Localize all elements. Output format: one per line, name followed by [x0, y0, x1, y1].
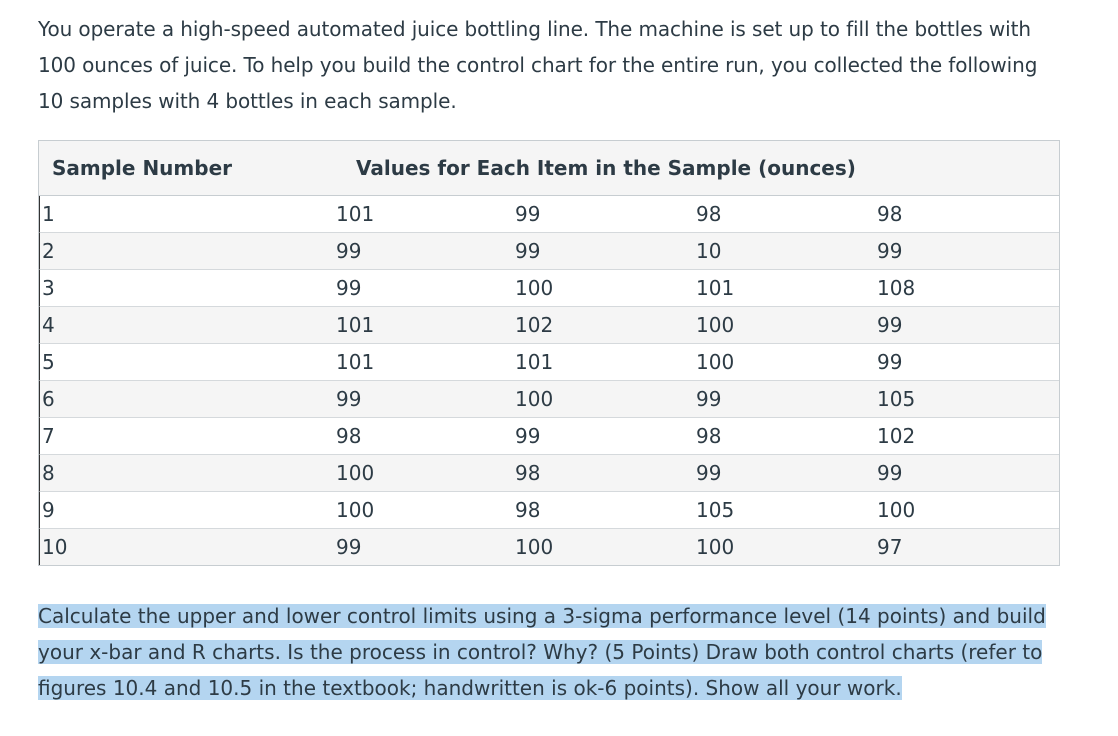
- question-highlight: Calculate the upper and lower control li…: [38, 604, 1046, 700]
- sample-value-cell: 100: [515, 381, 696, 418]
- table-row: 10 99 100 100 97: [39, 529, 1059, 565]
- table-row: 1 101 99 98 98: [39, 196, 1059, 233]
- sample-value-cell: 99: [336, 529, 515, 565]
- sample-value-cell: 100: [515, 529, 696, 565]
- header-values: Values for Each Item in the Sample (ounc…: [336, 141, 1059, 196]
- sample-value-cell: 100: [696, 307, 877, 344]
- table-row: 4 101 102 100 99: [39, 307, 1059, 344]
- sample-value-cell: 100: [696, 344, 877, 381]
- sample-value-cell: 98: [696, 418, 877, 455]
- sample-number-cell: 8: [39, 455, 336, 492]
- question-paragraph: Calculate the upper and lower control li…: [38, 598, 1078, 706]
- sample-value-cell: 100: [336, 492, 515, 529]
- sample-number-cell: 9: [39, 492, 336, 529]
- sample-value-cell: 105: [877, 381, 1059, 418]
- sample-number-cell: 4: [39, 307, 336, 344]
- sample-value-cell: 99: [877, 455, 1059, 492]
- sample-number-cell: 5: [39, 344, 336, 381]
- header-sample-number: Sample Number: [39, 141, 336, 196]
- sample-value-cell: 100: [336, 455, 515, 492]
- sample-value-cell: 98: [877, 196, 1059, 233]
- samples-table-container: Sample Number Values for Each Item in th…: [38, 140, 1060, 566]
- sample-value-cell: 98: [515, 455, 696, 492]
- sample-value-cell: 99: [515, 233, 696, 270]
- sample-number-cell: 3: [39, 270, 336, 307]
- sample-value-cell: 101: [515, 344, 696, 381]
- sample-value-cell: 99: [877, 344, 1059, 381]
- sample-value-cell: 100: [515, 270, 696, 307]
- sample-number-cell: 2: [39, 233, 336, 270]
- sample-value-cell: 98: [696, 196, 877, 233]
- sample-value-cell: 105: [696, 492, 877, 529]
- sample-value-cell: 98: [515, 492, 696, 529]
- table-row: 2 99 99 10 99: [39, 233, 1059, 270]
- table-row: 3 99 100 101 108: [39, 270, 1059, 307]
- sample-value-cell: 99: [696, 455, 877, 492]
- sample-value-cell: 101: [336, 307, 515, 344]
- sample-value-cell: 108: [877, 270, 1059, 307]
- sample-value-cell: 99: [877, 307, 1059, 344]
- sample-number-cell: 1: [39, 196, 336, 233]
- table-row: 9 100 98 105 100: [39, 492, 1059, 529]
- table-row: 6 99 100 99 105: [39, 381, 1059, 418]
- sample-value-cell: 101: [696, 270, 877, 307]
- intro-paragraph: You operate a high-speed automated juice…: [38, 17, 1038, 113]
- sample-number-cell: 10: [39, 529, 336, 565]
- table-header-row: Sample Number Values for Each Item in th…: [39, 141, 1059, 196]
- sample-number-cell: 7: [39, 418, 336, 455]
- sample-value-cell: 102: [877, 418, 1059, 455]
- sample-value-cell: 99: [696, 381, 877, 418]
- sample-value-cell: 101: [336, 344, 515, 381]
- sample-value-cell: 97: [877, 529, 1059, 565]
- sample-value-cell: 102: [515, 307, 696, 344]
- sample-value-cell: 99: [336, 233, 515, 270]
- sample-value-cell: 10: [696, 233, 877, 270]
- table-row: 8 100 98 99 99: [39, 455, 1059, 492]
- table-body: 1 101 99 98 98 2 99 99 10 99 3 99 100 101 108 4 101 102 10…: [39, 196, 1059, 565]
- sample-value-cell: 100: [696, 529, 877, 565]
- sample-value-cell: 99: [336, 270, 515, 307]
- sample-value-cell: 99: [515, 196, 696, 233]
- table-row: 7 98 99 98 102: [39, 418, 1059, 455]
- samples-table: Sample Number Values for Each Item in th…: [38, 140, 1060, 566]
- sample-value-cell: 99: [877, 233, 1059, 270]
- sample-value-cell: 99: [336, 381, 515, 418]
- sample-value-cell: 101: [336, 196, 515, 233]
- sample-value-cell: 100: [877, 492, 1059, 529]
- sample-number-cell: 6: [39, 381, 336, 418]
- table-row: 5 101 101 100 99: [39, 344, 1059, 381]
- sample-value-cell: 99: [515, 418, 696, 455]
- sample-value-cell: 98: [336, 418, 515, 455]
